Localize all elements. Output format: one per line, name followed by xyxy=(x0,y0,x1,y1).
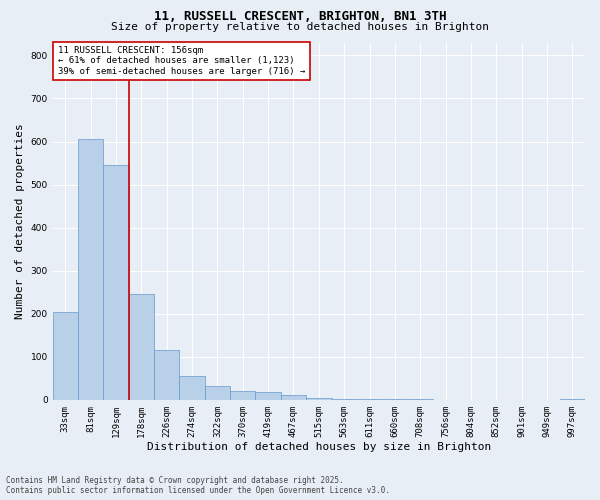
Bar xyxy=(205,386,230,400)
Bar xyxy=(154,350,179,400)
Bar xyxy=(281,394,306,400)
Bar xyxy=(78,140,103,400)
Bar xyxy=(230,391,256,400)
Bar xyxy=(179,376,205,400)
Text: Size of property relative to detached houses in Brighton: Size of property relative to detached ho… xyxy=(111,22,489,32)
Bar xyxy=(306,398,332,400)
Bar xyxy=(129,294,154,400)
Y-axis label: Number of detached properties: Number of detached properties xyxy=(15,124,25,319)
Bar xyxy=(53,312,78,400)
Bar xyxy=(332,399,357,400)
Bar xyxy=(256,392,281,400)
Text: Contains HM Land Registry data © Crown copyright and database right 2025.
Contai: Contains HM Land Registry data © Crown c… xyxy=(6,476,390,495)
Bar xyxy=(103,165,129,400)
Text: 11, RUSSELL CRESCENT, BRIGHTON, BN1 3TH: 11, RUSSELL CRESCENT, BRIGHTON, BN1 3TH xyxy=(154,10,446,23)
X-axis label: Distribution of detached houses by size in Brighton: Distribution of detached houses by size … xyxy=(147,442,491,452)
Text: 11 RUSSELL CRESCENT: 156sqm
← 61% of detached houses are smaller (1,123)
39% of : 11 RUSSELL CRESCENT: 156sqm ← 61% of det… xyxy=(58,46,305,76)
